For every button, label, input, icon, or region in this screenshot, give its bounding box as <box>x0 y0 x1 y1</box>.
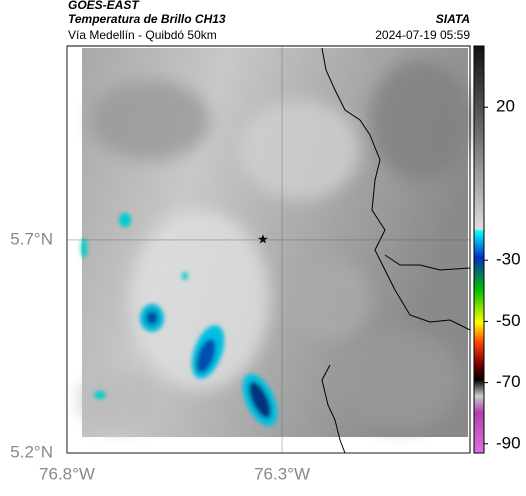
subtitle: Temperatura de Brillo CH13 <box>68 12 226 26</box>
colorbar-tick-label: -30 <box>496 250 521 269</box>
source: SIATA <box>436 12 470 26</box>
y-tick-label: 5.7°N <box>10 229 53 248</box>
colorbar-tick-label: -70 <box>496 372 521 391</box>
timestamp: 2024-07-19 05:59 <box>375 28 470 42</box>
y-tick-label: 5.2°N <box>10 442 53 461</box>
x-tick-label: 76.3°W <box>254 464 310 483</box>
colorbar-tick-label: -90 <box>496 433 521 452</box>
x-tick-label: 76.8°W <box>39 464 95 483</box>
title: GOES-EAST <box>68 0 140 12</box>
svg-text:★: ★ <box>257 231 269 246</box>
colorbar-tick-label: -50 <box>496 311 521 330</box>
route: Vía Medellín - Quibdó 50km <box>68 28 217 42</box>
satellite-image: ★ <box>80 47 471 454</box>
colorbar <box>473 45 485 454</box>
colorbar-tick-label: 20 <box>496 97 515 116</box>
